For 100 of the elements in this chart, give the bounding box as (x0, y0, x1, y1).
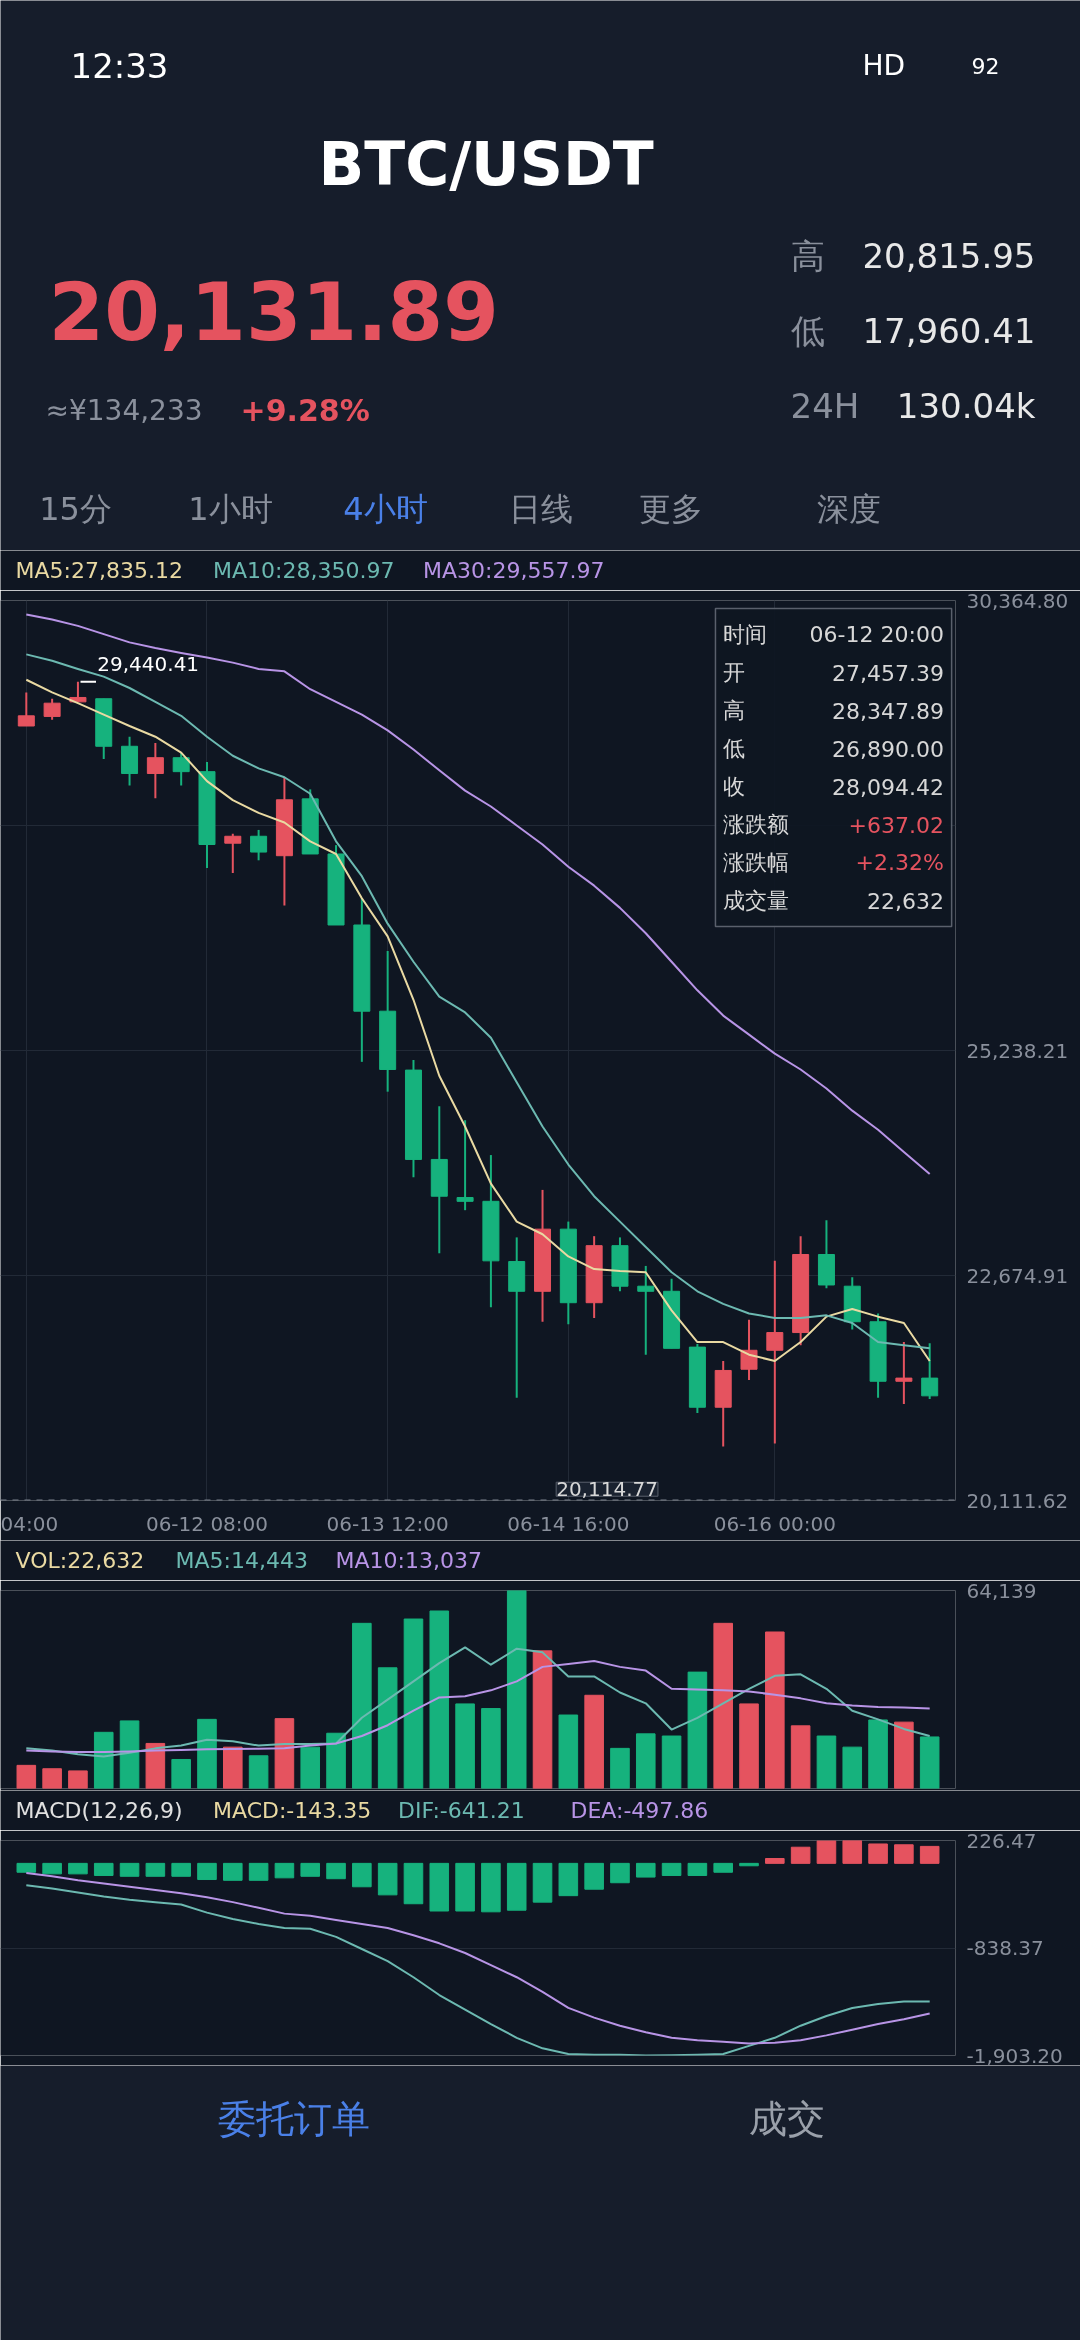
ref-line-label: 20,114.77 (556, 1477, 658, 1502)
bar (16, 1862, 37, 1873)
bar (455, 1862, 475, 1912)
bar (403, 1862, 424, 1905)
bar (171, 1862, 191, 1877)
bar (687, 1862, 708, 1876)
text: MA5:14,443 (175, 1548, 308, 1573)
y-tick-label: 25,238.21 (966, 1038, 1069, 1063)
candlestick (17, 691, 35, 727)
text: BTC/USDT (318, 128, 654, 199)
candlestick (172, 751, 190, 787)
annotation: 时间 (723, 622, 768, 647)
bar (93, 1862, 114, 1876)
bar (352, 1862, 372, 1888)
bar (68, 1862, 88, 1875)
text: MA30:29,557.97 (423, 558, 605, 583)
text: 24H (790, 385, 860, 426)
y-tick-label: -838.37 (966, 1936, 1044, 1960)
bar (842, 1746, 863, 1789)
annotation: +637.02 (848, 812, 944, 838)
text: MA10:28,350.97 (213, 558, 395, 583)
bar (919, 1845, 940, 1864)
bar (197, 1862, 217, 1881)
bar (868, 1843, 888, 1864)
candlestick (146, 742, 164, 800)
annotation: 26,890.00 (831, 736, 944, 762)
bar (377, 1862, 398, 1896)
bar (352, 1622, 372, 1789)
text: 130.04k (896, 385, 1036, 426)
series-label: MACD:-143.35 (213, 1798, 372, 1823)
bar (171, 1758, 191, 1789)
bar (532, 1862, 553, 1903)
bar (119, 1720, 140, 1789)
bar (377, 1667, 398, 1789)
bar (610, 1862, 630, 1884)
bar (894, 1844, 914, 1864)
bar (894, 1721, 914, 1789)
candlestick (69, 680, 87, 703)
candlestick (250, 828, 268, 862)
candlestick (637, 1264, 655, 1356)
annotation: 06-12 20:00 (809, 622, 944, 647)
x-tick-label: 06-12 08:00 (145, 1511, 269, 1536)
candlestick (456, 1119, 474, 1212)
text: MA5:27,835.12 (15, 558, 183, 583)
bar (119, 1862, 140, 1877)
bar (790, 1725, 811, 1789)
annotation: 27,457.39 (831, 660, 944, 686)
text: +9.28% (240, 393, 370, 428)
text: 20,131.89 (48, 266, 499, 359)
text: 低 (790, 310, 825, 351)
text: 深度 (816, 489, 881, 528)
annotation: 28,347.89 (831, 698, 944, 724)
text: 日线 (508, 489, 573, 528)
bar (481, 1862, 501, 1913)
bar (300, 1862, 321, 1877)
annotation: +2.32% (855, 850, 944, 875)
bar (506, 1862, 527, 1911)
bar (739, 1703, 759, 1789)
candlestick (224, 832, 242, 875)
bar (584, 1694, 604, 1789)
text: 20,815.95 (862, 236, 1036, 276)
text: DIF:-641.21 (398, 1798, 525, 1823)
annotation: 涨跌额 (723, 812, 790, 837)
bar (661, 1735, 682, 1789)
bar (635, 1862, 656, 1878)
bar (558, 1862, 579, 1897)
text: ≈¥134,233 (45, 394, 203, 427)
bar (274, 1862, 295, 1879)
annotation: 29,440.41 (97, 651, 200, 676)
text: 更多 (638, 489, 703, 528)
bar (713, 1622, 733, 1789)
annotation: 成交量 (723, 888, 790, 913)
text: VOL:22,632 (15, 1548, 145, 1573)
bar (739, 1862, 759, 1867)
bar (790, 1846, 811, 1864)
bar (868, 1719, 888, 1789)
annotation: 收 (723, 774, 746, 799)
bar (145, 1862, 166, 1877)
text: HD (862, 49, 906, 82)
bar (326, 1732, 346, 1789)
text: 1小时 (188, 489, 273, 528)
bar (68, 1770, 88, 1789)
annotation: 28,094.42 (831, 774, 944, 800)
annotation: 高 (723, 698, 746, 723)
text: 12:33 (70, 45, 169, 86)
annotation: 22,632 (866, 888, 944, 914)
y-tick-label: 226.47 (966, 1828, 1037, 1853)
bar (16, 1764, 37, 1789)
bar (765, 1631, 785, 1789)
text: 委托订单 (217, 2096, 370, 2141)
x-tick-label: 06-16 00:00 (713, 1511, 836, 1536)
y-tick-label: 30,364.80 (966, 588, 1069, 613)
y-tick-label: -1,903.20 (966, 2043, 1063, 2068)
bar (429, 1862, 450, 1912)
bar (816, 1840, 837, 1864)
bar (506, 1590, 527, 1789)
bar (42, 1768, 62, 1789)
bar (558, 1714, 579, 1789)
x-tick-label: 06-13 12:00 (326, 1511, 449, 1536)
y-tick-label: 64,139 (966, 1578, 1037, 1603)
